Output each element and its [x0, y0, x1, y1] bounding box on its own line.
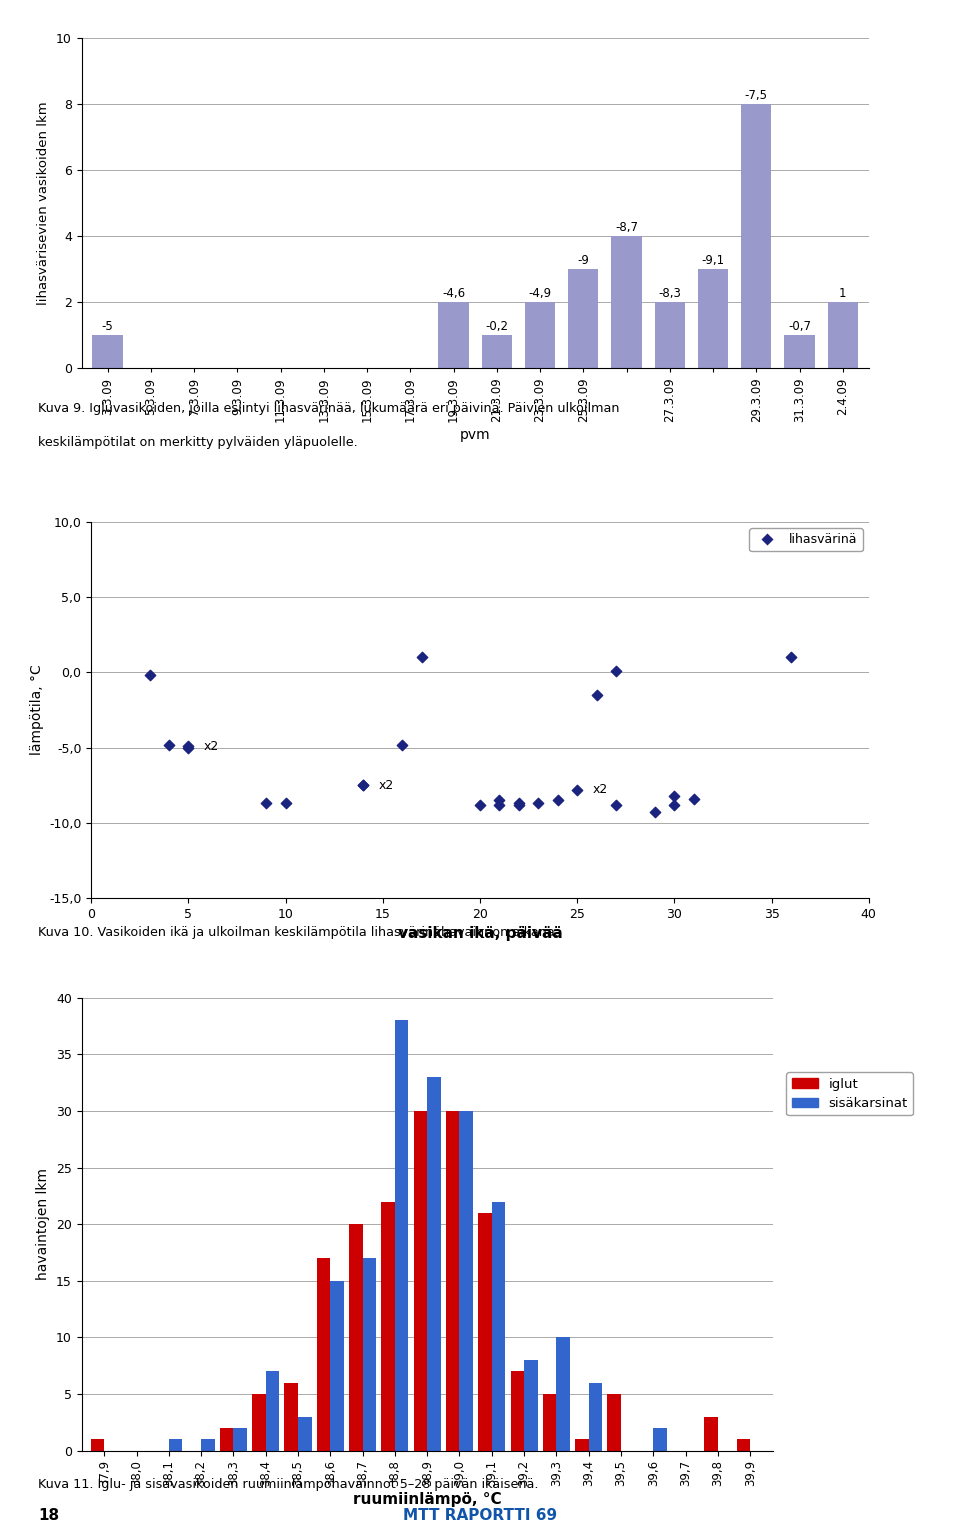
Bar	[460, 1111, 473, 1451]
Bar	[298, 1417, 312, 1451]
Text: x2: x2	[592, 783, 608, 797]
Point	[667, 783, 683, 807]
Bar	[568, 270, 598, 368]
Point	[511, 792, 526, 817]
Text: -4,9: -4,9	[529, 287, 552, 299]
Bar	[233, 1428, 247, 1451]
Bar	[478, 1213, 492, 1451]
Bar	[784, 336, 815, 368]
Bar	[736, 1440, 750, 1451]
Point	[492, 792, 507, 817]
Bar	[482, 336, 512, 368]
Bar	[439, 302, 468, 368]
Bar	[330, 1280, 344, 1451]
Point	[142, 663, 157, 688]
Bar	[363, 1259, 376, 1451]
Text: -7,5: -7,5	[745, 89, 768, 101]
Point	[783, 645, 799, 669]
Text: Kuva 11. Iglu- ja sisävasikoiden ruumiinlämpöhavainnot 5–28 päivän ikäisenä.: Kuva 11. Iglu- ja sisävasikoiden ruumiin…	[38, 1478, 539, 1490]
Bar	[252, 1394, 266, 1451]
X-axis label: ruumiinlämpö, °C: ruumiinlämpö, °C	[353, 1492, 501, 1507]
Point	[355, 774, 371, 798]
Text: -0,7: -0,7	[788, 319, 811, 333]
Bar	[542, 1394, 557, 1451]
Point	[278, 791, 294, 815]
Bar	[588, 1383, 602, 1451]
Bar	[511, 1371, 524, 1451]
Text: x2: x2	[204, 740, 219, 752]
Text: Kuva 9. Igluvasikoiden, joilla esiintyi lihasvärinää, lukumäärä eri päivinä. Päi: Kuva 9. Igluvasikoiden, joilla esiintyi …	[38, 402, 620, 414]
X-axis label: vasikan ikä, päivää: vasikan ikä, päivää	[397, 926, 563, 941]
Point	[511, 791, 526, 815]
Text: 1: 1	[839, 287, 847, 299]
Text: -9: -9	[577, 253, 589, 267]
X-axis label: pvm: pvm	[460, 428, 491, 442]
Bar	[698, 270, 729, 368]
Bar	[349, 1225, 363, 1451]
Bar	[169, 1440, 182, 1451]
Y-axis label: lihasvärisevien vasikoiden lkm: lihasvärisevien vasikoiden lkm	[37, 101, 51, 305]
Text: 18: 18	[38, 1507, 60, 1523]
Point	[609, 659, 624, 683]
Point	[569, 777, 585, 801]
Bar	[446, 1111, 460, 1451]
Text: -8,7: -8,7	[615, 221, 638, 233]
Bar	[427, 1078, 441, 1451]
Bar	[201, 1440, 215, 1451]
Y-axis label: havaintojen lkm: havaintojen lkm	[36, 1168, 51, 1280]
Point	[355, 774, 371, 798]
Bar	[705, 1417, 718, 1451]
Bar	[92, 336, 123, 368]
Bar	[654, 1428, 667, 1451]
Bar	[575, 1440, 588, 1451]
Text: keskilämpötilat on merkitty pylväiden yläpuolelle.: keskilämpötilat on merkitty pylväiden yl…	[38, 436, 358, 448]
Bar	[266, 1371, 279, 1451]
Text: Kuva 10. Vasikoiden ikä ja ulkoilman keskilämpötila lihasvärinähavainnon aikana.: Kuva 10. Vasikoiden ikä ja ulkoilman kes…	[38, 926, 560, 938]
Bar	[655, 302, 685, 368]
Bar	[414, 1111, 427, 1451]
Bar	[317, 1259, 330, 1451]
Bar	[612, 236, 641, 368]
Text: MTT RAPORTTI 69: MTT RAPORTTI 69	[403, 1507, 558, 1523]
Point	[161, 732, 177, 757]
Bar	[828, 302, 858, 368]
Point	[609, 792, 624, 817]
Legend: iglut, sisäkarsinat: iglut, sisäkarsinat	[786, 1073, 913, 1116]
Bar	[557, 1337, 570, 1451]
Text: x2: x2	[379, 778, 395, 792]
Bar	[395, 1021, 408, 1451]
Bar	[381, 1202, 395, 1451]
Legend: lihasvärinä: lihasvärinä	[749, 528, 862, 551]
Bar	[608, 1394, 621, 1451]
Bar	[90, 1440, 105, 1451]
Text: -8,3: -8,3	[659, 287, 682, 299]
Bar	[741, 104, 772, 368]
Bar	[524, 1360, 538, 1451]
Point	[550, 787, 565, 812]
Point	[492, 787, 507, 812]
Text: -9,1: -9,1	[702, 253, 725, 267]
Point	[589, 683, 605, 708]
Point	[647, 800, 662, 824]
Point	[414, 645, 429, 669]
Y-axis label: lämpötila, °C: lämpötila, °C	[30, 665, 43, 755]
Point	[258, 791, 274, 815]
Point	[180, 734, 196, 758]
Bar	[492, 1202, 505, 1451]
Point	[472, 792, 488, 817]
Point	[667, 792, 683, 817]
Bar	[284, 1383, 298, 1451]
Text: -4,6: -4,6	[442, 287, 466, 299]
Text: -5: -5	[102, 319, 113, 333]
Bar	[525, 302, 555, 368]
Point	[531, 791, 546, 815]
Bar	[220, 1428, 233, 1451]
Point	[686, 786, 702, 810]
Point	[395, 732, 410, 757]
Point	[180, 735, 196, 760]
Text: -0,2: -0,2	[486, 319, 509, 333]
